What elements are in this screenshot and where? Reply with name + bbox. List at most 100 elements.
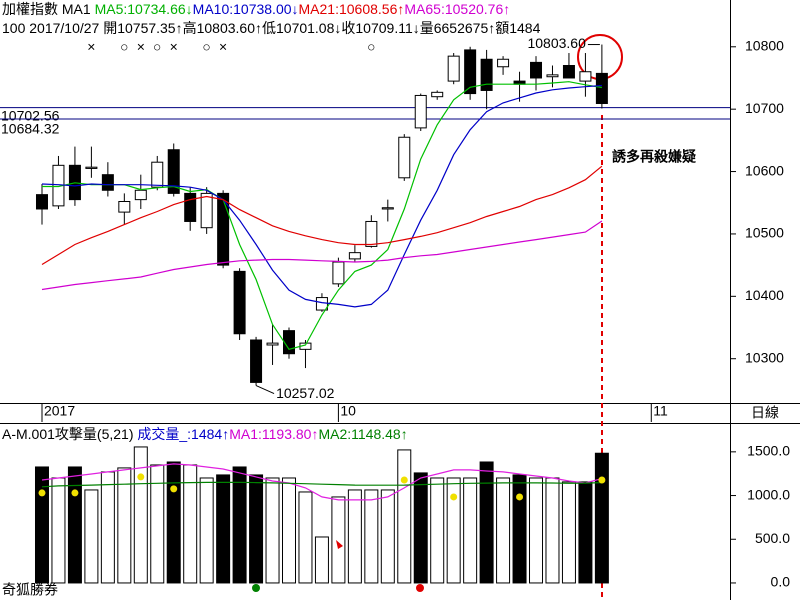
moving-average	[42, 81, 602, 350]
signal: ○	[153, 39, 161, 55]
volume-bar	[561, 481, 576, 584]
signal-arrow	[336, 540, 343, 549]
candle-body	[414, 94, 427, 129]
volume-dot	[38, 489, 46, 497]
candle-body	[250, 339, 263, 383]
candle-body	[447, 55, 460, 82]
candle-body	[365, 220, 378, 247]
volume-bar	[199, 477, 214, 584]
x-tick-label: 11	[653, 403, 668, 419]
volume-dot	[170, 485, 178, 493]
header-item: MA1:1193.80↑	[229, 426, 318, 442]
candle-body	[200, 192, 213, 229]
candle-body	[480, 58, 493, 91]
y-tick-label: 10800	[745, 37, 784, 53]
candle-body	[266, 342, 279, 346]
volume-bar	[463, 477, 478, 584]
brand: 奇狐勝券	[2, 582, 58, 598]
y-tick-label: 10400	[745, 287, 784, 303]
candle-body	[101, 174, 114, 191]
y-tick-label: 500.0	[755, 530, 790, 546]
volume-bar	[397, 449, 412, 584]
volume-bar	[51, 477, 66, 584]
candle-body	[398, 136, 411, 179]
volume-bar	[166, 461, 181, 584]
header-item: 成交量_:1484↑	[137, 426, 229, 442]
candle-body	[35, 194, 48, 210]
volume-bar	[265, 477, 280, 584]
volume-bar	[232, 466, 247, 584]
volume-bar	[594, 452, 609, 584]
candle-body	[184, 192, 197, 222]
candle-body	[167, 149, 180, 194]
volume-bar	[529, 477, 544, 584]
candle-body	[151, 161, 164, 188]
volume-dot	[516, 493, 524, 501]
candle-body	[118, 201, 131, 213]
candle-body	[233, 270, 246, 335]
y-tick-label: 10500	[745, 225, 784, 241]
volume-bar	[282, 477, 297, 584]
x-tick-label: 2017	[44, 403, 75, 419]
candle-body	[546, 74, 559, 78]
y-tick-label: 1000.0	[747, 486, 790, 502]
header: A-M.001攻擊量(5,21) 成交量_:1484↑MA1:1193.80↑M…	[2, 426, 408, 442]
candle-body	[595, 72, 608, 104]
header-item: MA65:10520.76↑	[404, 1, 510, 17]
header-item: 加權指數 MA1	[2, 1, 95, 17]
volume-bar	[479, 461, 494, 584]
volume-bar	[446, 477, 461, 584]
volume-bar	[380, 489, 395, 584]
candle-body	[530, 61, 543, 79]
moving-average	[41, 220, 603, 291]
header-item: MA21:10608.56↑	[299, 1, 405, 17]
header: 加權指數 MA1 MA5:10734.66↓MA10:10738.00↓MA21…	[2, 1, 510, 17]
y-tick-label: 10600	[745, 162, 784, 178]
annotation-leader	[255, 385, 275, 394]
annotation: 10257.02	[276, 385, 335, 401]
warning-label: 誘多再殺嫌疑	[612, 149, 696, 165]
signal: ×	[137, 39, 145, 55]
volume-bar	[364, 489, 379, 584]
volume-dot	[400, 476, 408, 484]
volume-bar	[430, 477, 445, 584]
moving-average	[41, 165, 603, 266]
y-tick-label: 10300	[745, 349, 784, 365]
volume-bar	[578, 481, 593, 584]
volume-bar	[249, 474, 264, 584]
volume-bar	[133, 446, 148, 584]
candle-body	[497, 58, 510, 68]
volume-bar	[298, 491, 313, 584]
volume-bar	[84, 489, 99, 584]
period-label: 日線	[751, 405, 779, 421]
candle-body	[562, 65, 575, 79]
volume-bar	[496, 477, 511, 584]
volume-bar	[512, 474, 527, 584]
volume-bar	[314, 536, 329, 584]
header: 100 2017/10/27 開10757.35↑高10803.60↑低1070…	[2, 20, 541, 36]
volume-dot	[71, 489, 79, 497]
y-tick-label: 1500.0	[747, 443, 790, 459]
signal: ×	[170, 39, 178, 55]
y-tick-label: 10700	[745, 100, 784, 116]
signal: ○	[120, 39, 128, 55]
header-item: MA2:1148.48↑	[318, 426, 407, 442]
volume-bar	[67, 466, 82, 584]
header-item: MA10:10738.00↓	[193, 1, 299, 17]
candle-body	[348, 252, 361, 260]
volume-dot	[137, 473, 145, 481]
volume-bar	[331, 496, 346, 584]
volume-bar	[413, 472, 428, 584]
signal-dot	[252, 584, 260, 592]
plot-area: 加權指數 MA1 MA5:10734.66↓MA10:10738.00↓MA21…	[0, 1, 790, 590]
volume-bar	[216, 474, 231, 584]
volume-bar	[150, 464, 165, 584]
header-item: MA5:10734.66↓	[95, 1, 193, 17]
candle-body	[579, 71, 592, 82]
volume-bar	[117, 467, 132, 584]
signal: ×	[87, 39, 95, 55]
candle-body	[315, 297, 328, 311]
volume-average	[41, 481, 602, 488]
